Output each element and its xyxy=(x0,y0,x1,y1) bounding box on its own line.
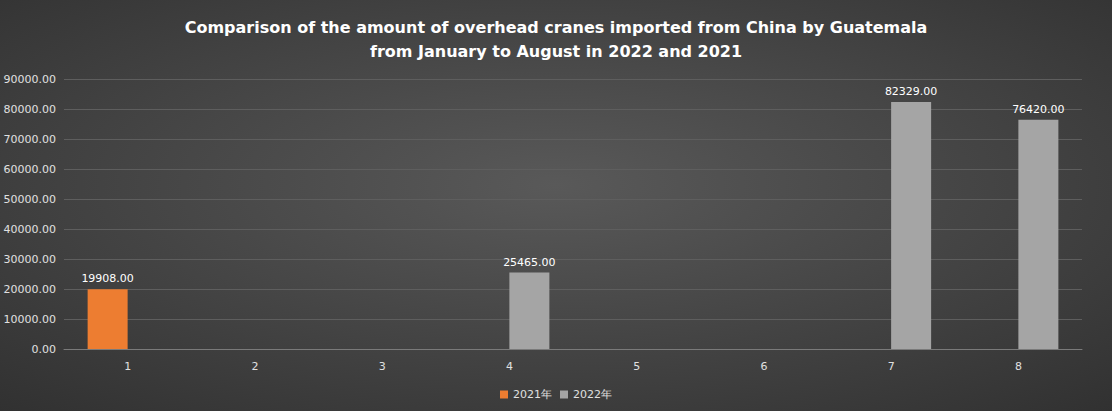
svg-text:Comparison of the amount of ov: Comparison of the amount of overhead cra… xyxy=(185,18,928,37)
svg-text:82329.00: 82329.00 xyxy=(885,85,938,98)
svg-text:8: 8 xyxy=(1015,360,1022,373)
svg-text:7: 7 xyxy=(888,360,895,373)
svg-text:76420.00: 76420.00 xyxy=(1012,103,1065,116)
svg-text:4: 4 xyxy=(506,360,513,373)
svg-text:80000.00: 80000.00 xyxy=(4,103,57,116)
svg-text:2021年: 2021年 xyxy=(513,388,552,401)
svg-text:3: 3 xyxy=(379,360,386,373)
svg-text:19908.00: 19908.00 xyxy=(81,272,134,285)
svg-text:10000.00: 10000.00 xyxy=(4,313,57,326)
svg-text:6: 6 xyxy=(760,360,767,373)
svg-text:5: 5 xyxy=(633,360,640,373)
svg-text:0.00: 0.00 xyxy=(32,343,57,356)
svg-text:from January to August in 2022: from January to August in 2022 and 2021 xyxy=(370,42,742,61)
svg-text:1: 1 xyxy=(124,360,131,373)
svg-text:2: 2 xyxy=(251,360,258,373)
svg-text:50000.00: 50000.00 xyxy=(4,193,57,206)
svg-text:60000.00: 60000.00 xyxy=(4,163,57,176)
svg-text:90000.00: 90000.00 xyxy=(4,73,57,86)
svg-text:70000.00: 70000.00 xyxy=(4,133,57,146)
svg-text:40000.00: 40000.00 xyxy=(4,223,57,236)
svg-text:20000.00: 20000.00 xyxy=(4,283,57,296)
svg-text:2022年: 2022年 xyxy=(573,388,612,401)
svg-text:30000.00: 30000.00 xyxy=(4,253,57,266)
svg-text:25465.00: 25465.00 xyxy=(503,256,556,269)
